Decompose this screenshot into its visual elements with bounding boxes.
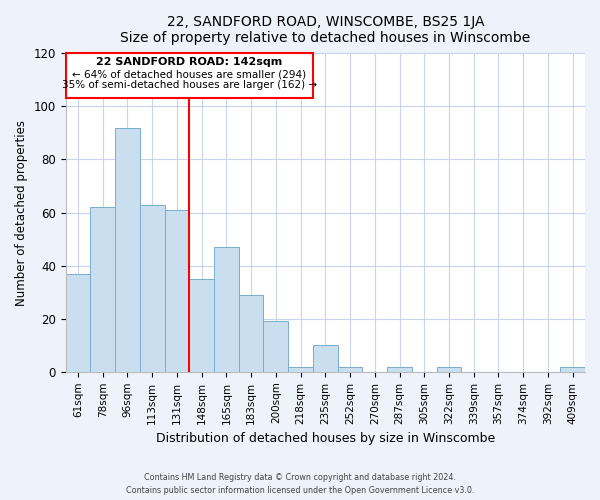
Bar xyxy=(190,279,214,372)
Bar xyxy=(288,366,313,372)
Bar xyxy=(313,346,338,372)
Text: 35% of semi-detached houses are larger (162) →: 35% of semi-detached houses are larger (… xyxy=(62,80,317,90)
Text: 22 SANDFORD ROAD: 142sqm: 22 SANDFORD ROAD: 142sqm xyxy=(96,58,283,68)
Bar xyxy=(214,247,239,372)
Bar xyxy=(387,366,412,372)
FancyBboxPatch shape xyxy=(65,54,313,98)
X-axis label: Distribution of detached houses by size in Winscombe: Distribution of detached houses by size … xyxy=(156,432,495,445)
Text: ← 64% of detached houses are smaller (294): ← 64% of detached houses are smaller (29… xyxy=(72,69,307,79)
Bar xyxy=(91,208,115,372)
Y-axis label: Number of detached properties: Number of detached properties xyxy=(15,120,28,306)
Bar xyxy=(560,366,585,372)
Bar xyxy=(239,295,263,372)
Bar xyxy=(140,204,164,372)
Bar xyxy=(164,210,190,372)
Bar xyxy=(65,274,91,372)
Text: Contains HM Land Registry data © Crown copyright and database right 2024.
Contai: Contains HM Land Registry data © Crown c… xyxy=(126,474,474,495)
Bar xyxy=(263,322,288,372)
Bar xyxy=(437,366,461,372)
Bar xyxy=(115,128,140,372)
Title: 22, SANDFORD ROAD, WINSCOMBE, BS25 1JA
Size of property relative to detached hou: 22, SANDFORD ROAD, WINSCOMBE, BS25 1JA S… xyxy=(120,15,530,45)
Bar xyxy=(338,366,362,372)
